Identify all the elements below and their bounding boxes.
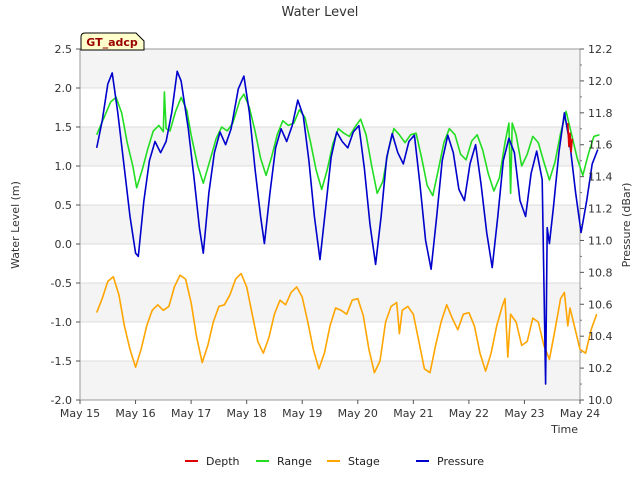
legend-label-stage: Stage xyxy=(348,455,380,468)
axis-ticks xyxy=(76,48,584,404)
series-depth-line xyxy=(567,123,573,153)
x-tick-label-7: May 22 xyxy=(449,407,489,420)
band-0 xyxy=(80,361,580,400)
y2-tick-label-6: 11.2 xyxy=(588,203,613,216)
chart-title: Water Level xyxy=(282,5,359,20)
y2-tick-label-3: 10.6 xyxy=(588,298,613,311)
x-axis-label: Time xyxy=(550,423,578,436)
y-tick-label-2: -1.0 xyxy=(51,316,72,329)
series-pressure-line xyxy=(95,70,599,385)
station-badge-text: GT_adcp xyxy=(86,36,138,49)
y-tick-label-1: -1.5 xyxy=(51,355,72,368)
y2-axis-label: Pressure (dBar) xyxy=(620,183,633,268)
y-tick-label-5: 0.5 xyxy=(55,199,73,212)
y2-tick-label-9: 11.8 xyxy=(588,107,613,120)
y-tick-label-0: -2.0 xyxy=(51,394,72,407)
legend: Depth Range Stage Pressure xyxy=(185,455,484,468)
band-7 xyxy=(80,88,580,127)
tick-labels: May 15 May 16 May 17 May 18 May 19 May 20 May … xyxy=(51,43,613,420)
band-8 xyxy=(80,49,580,88)
x-tick-label-8: May 23 xyxy=(504,407,544,420)
y2-tick-label-1: 10.2 xyxy=(588,362,613,375)
band-3 xyxy=(80,244,580,283)
x-tick-label-3: May 18 xyxy=(227,407,267,420)
y2-tick-label-11: 12.2 xyxy=(588,43,613,56)
legend-label-depth: Depth xyxy=(206,455,240,468)
x-tick-label-2: May 17 xyxy=(171,407,211,420)
y2-tick-label-2: 10.4 xyxy=(588,330,613,343)
y-tick-label-8: 2.0 xyxy=(55,82,73,95)
y2-tick-label-10: 12.0 xyxy=(588,75,613,88)
band-2 xyxy=(80,283,580,322)
y-tick-label-6: 1.0 xyxy=(55,160,73,173)
y2-tick-label-8: 11.6 xyxy=(588,139,613,152)
x-tick-label-5: May 20 xyxy=(338,407,378,420)
y-axis-label: Water Level (m) xyxy=(9,181,22,269)
y2-tick-label-4: 10.8 xyxy=(588,266,613,279)
y2-tick-label-5: 11.0 xyxy=(588,234,613,247)
x-tick-label-4: May 19 xyxy=(282,407,322,420)
series-stage-line xyxy=(95,272,598,374)
series-range-line xyxy=(95,91,600,197)
series-layer xyxy=(95,70,600,385)
legend-label-range: Range xyxy=(277,455,312,468)
x-tick-label-6: May 21 xyxy=(393,407,433,420)
x-tick-label-0: May 15 xyxy=(60,407,100,420)
x-tick-label-9: May 24 xyxy=(560,407,600,420)
band-4 xyxy=(80,205,580,244)
background-bands xyxy=(80,49,580,400)
y-tick-label-4: 0.0 xyxy=(55,238,73,251)
station-badge-box xyxy=(80,32,145,51)
y-tick-label-3: -0.5 xyxy=(51,277,72,290)
legend-label-pressure: Pressure xyxy=(437,455,484,468)
y-tick-label-7: 1.5 xyxy=(55,121,73,134)
station-badge: GT_adcp xyxy=(80,32,145,51)
y2-tick-label-0: 10.0 xyxy=(588,394,613,407)
y2-tick-label-7: 11.4 xyxy=(588,171,613,184)
x-tick-label-1: May 16 xyxy=(115,407,155,420)
y-tick-label-9: 2.5 xyxy=(55,43,73,56)
